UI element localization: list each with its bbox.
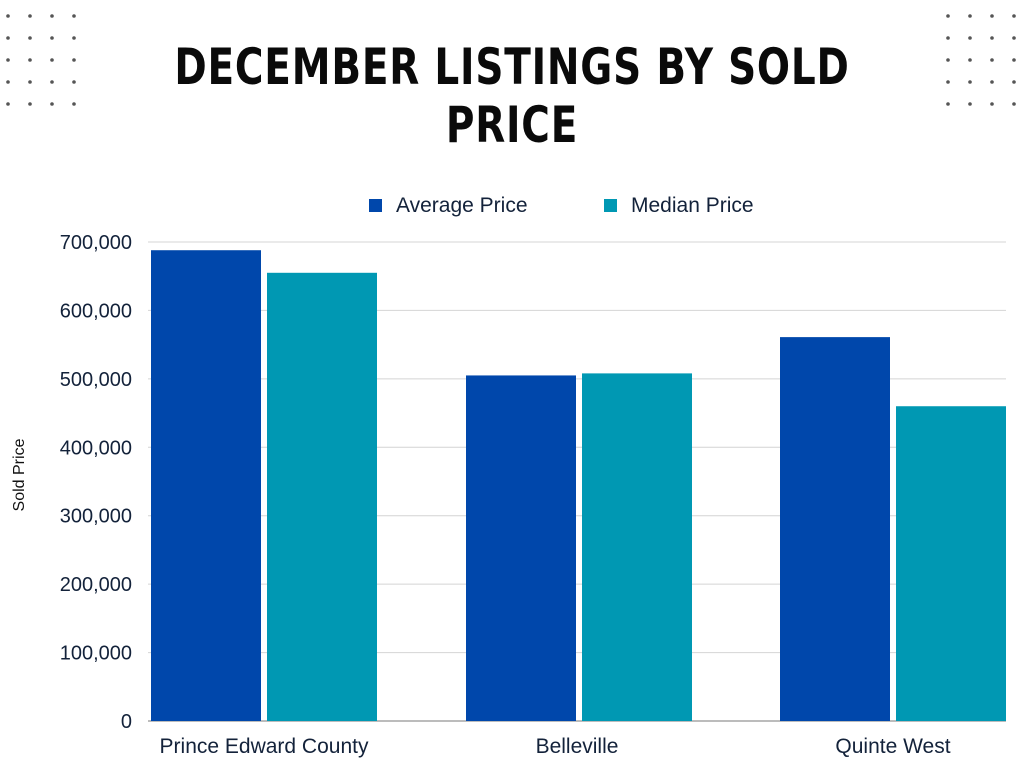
decorative-dot <box>1012 36 1016 40</box>
decorative-dot <box>6 80 10 84</box>
decorative-dot <box>990 58 994 62</box>
decorative-dot <box>50 36 54 40</box>
x-category-label: Quinte West <box>835 735 950 758</box>
decorative-dot <box>72 102 76 106</box>
decorative-dot <box>72 58 76 62</box>
bar-average <box>780 337 890 721</box>
decorative-dot <box>50 58 54 62</box>
decorative-dot <box>50 80 54 84</box>
decorative-dot <box>72 14 76 18</box>
decorative-dot <box>28 58 32 62</box>
y-tick-label: 600,000 <box>60 300 132 322</box>
decorative-dot <box>946 14 950 18</box>
decorative-dot <box>968 58 972 62</box>
decorative-dot <box>1012 80 1016 84</box>
decorative-dot <box>28 36 32 40</box>
y-tick-label: 400,000 <box>60 437 132 459</box>
bar-average <box>466 375 576 721</box>
decorative-dot <box>50 14 54 18</box>
y-tick-label: 200,000 <box>60 574 132 596</box>
decorative-dot <box>50 102 54 106</box>
y-tick-label: 0 <box>121 711 132 733</box>
legend-label: Median Price <box>631 194 754 217</box>
decorative-dot <box>6 102 10 106</box>
decorative-dot <box>946 36 950 40</box>
bar-average <box>151 250 261 721</box>
decorative-dot <box>6 14 10 18</box>
legend-swatch <box>604 199 617 212</box>
decorative-dot <box>72 80 76 84</box>
decorative-dot <box>72 36 76 40</box>
decorative-dot <box>968 102 972 106</box>
decorative-dot <box>28 80 32 84</box>
decorative-dot <box>968 36 972 40</box>
decorative-dot <box>1012 58 1016 62</box>
decorative-dot <box>990 14 994 18</box>
chart-title: DECEMBER LISTINGS BY SOLD PRICE <box>174 38 850 154</box>
decorative-dot <box>6 36 10 40</box>
decorative-dot <box>1012 14 1016 18</box>
bar-median <box>267 272 377 721</box>
decorative-dot <box>990 102 994 106</box>
decorative-dot-grid-right <box>940 10 1024 130</box>
y-tick-label: 100,000 <box>60 643 132 665</box>
x-category-label: Prince Edward County <box>160 735 369 758</box>
decorative-dot <box>946 102 950 106</box>
decorative-dot <box>990 80 994 84</box>
x-category-label: Belleville <box>536 735 619 758</box>
decorative-dot <box>1012 102 1016 106</box>
decorative-dot <box>28 102 32 106</box>
decorative-dot <box>946 80 950 84</box>
decorative-dot <box>990 36 994 40</box>
decorative-dot <box>968 80 972 84</box>
decorative-dot <box>946 58 950 62</box>
y-tick-label: 500,000 <box>60 369 132 391</box>
decorative-dot-grid-left <box>0 10 90 130</box>
decorative-dot <box>968 14 972 18</box>
legend-label: Average Price <box>396 194 528 217</box>
bar-median <box>582 373 692 721</box>
decorative-dot <box>6 58 10 62</box>
decorative-dot <box>28 14 32 18</box>
y-tick-label: 700,000 <box>60 232 132 254</box>
legend-swatch <box>369 199 382 212</box>
bar-median <box>896 406 1006 721</box>
y-axis-label: Sold Price <box>11 438 28 511</box>
y-tick-label: 300,000 <box>60 506 132 528</box>
